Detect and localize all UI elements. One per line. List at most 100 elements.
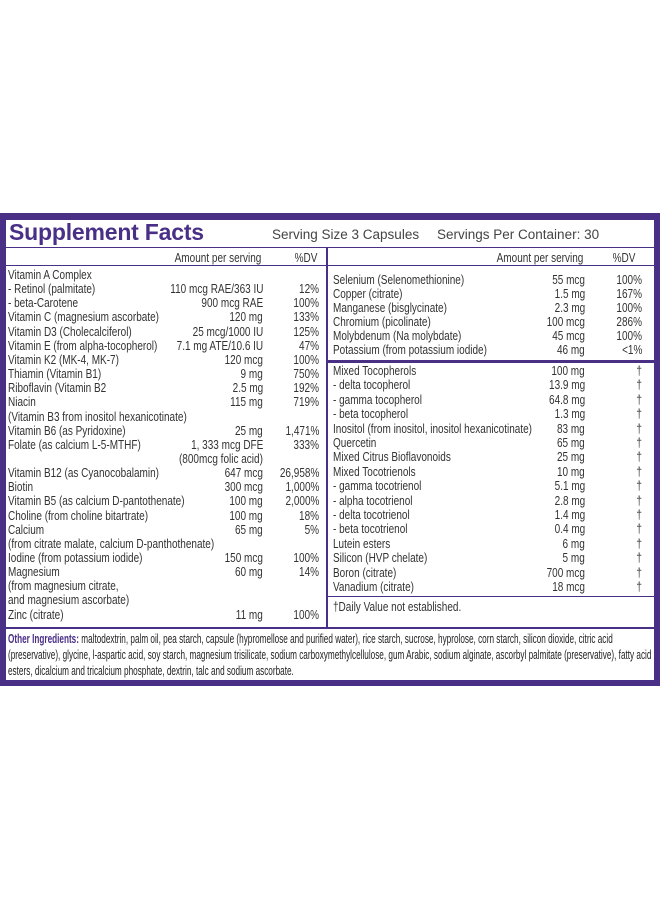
nutrient-dv: 100%	[616, 273, 642, 287]
nutrient-name: Biotin	[8, 480, 34, 495]
nutrient-amount: 65 mg	[235, 522, 263, 537]
nutrient-amount: 6 mg	[562, 536, 585, 551]
nutrient-amount: 25 mg	[557, 450, 585, 465]
nutrient-name: Calcium	[8, 522, 45, 537]
nutrient-amount: 100 mcg	[546, 315, 585, 329]
nutrient-name: Vitamin C (magnesium ascorbate)	[8, 310, 159, 325]
nutrient-amount: 60 mg	[235, 565, 263, 580]
nutrient-dv: 133%	[293, 310, 319, 325]
nutrient-amount: 0.4 mg	[554, 522, 585, 537]
serving-size: Serving Size 3 Capsules	[272, 227, 420, 242]
nutrient-name: Mixed Citrus Bioflavonoids	[333, 450, 451, 465]
nutrient-amount: 5.1 mg	[554, 479, 585, 494]
nutrient-name: Vitamin B5 (as calcium D-pantothenate)	[8, 494, 185, 509]
nutrient-amount: 2.3 mg	[554, 301, 585, 315]
nutrient-amount: 1, 333 mcg DFE	[190, 437, 263, 452]
nutrient-dv: †	[636, 493, 642, 508]
nutrient-amount: 11 mg	[235, 607, 263, 622]
nutrient-name: Riboflavin (Vitamin B2	[8, 381, 107, 396]
nutrient-dv: †	[636, 479, 642, 494]
nutrient-name: Mixed Tocotrienols	[333, 464, 416, 479]
nutrient-name: - delta tocopherol	[333, 378, 411, 393]
nutrient-dv: 333%	[293, 437, 319, 452]
nutrient-name: Magnesium	[8, 565, 60, 580]
nutrient-name: Zinc (citrate)	[8, 607, 64, 622]
nutrient-amount: 25 mg	[235, 423, 263, 438]
nutrient-dv: †	[636, 407, 642, 422]
nutrient-name: Vitamin A Complex	[8, 268, 92, 282]
nutrient-dv: <1%	[621, 343, 642, 357]
nutrient-dv: 750%	[293, 367, 319, 382]
nutrient-name: Mixed Tocopherols	[333, 364, 417, 378]
nutrient-amount: 1.3 mg	[554, 407, 585, 422]
nutrient-dv: 1,000%	[285, 480, 319, 495]
nutrient-name: and magnesium ascorbate)	[8, 593, 130, 608]
nutrient-name: Manganese (bisglycinate)	[333, 301, 447, 315]
nutrient-name: Choline (from choline bitartrate)	[8, 508, 149, 523]
servings-per-container: Servings Per Container: 30	[437, 227, 600, 242]
nutrient-dv: †	[636, 364, 642, 378]
header-rule	[6, 247, 654, 248]
nutrient-amount: 1.5 mg	[554, 287, 585, 301]
nutrient-name: - delta tocotrienol	[333, 508, 410, 522]
footnote: †Daily Value not established.	[333, 600, 462, 614]
nutrient-name: Molybdenum (Na molybdate)	[333, 329, 462, 343]
nutrient-dv: 14%	[298, 565, 319, 580]
nutrient-amount: 700 mcg	[546, 565, 585, 580]
column-header: Amount per serving	[496, 251, 584, 265]
nutrient-name: Silicon (HVP chelate)	[333, 551, 428, 566]
nutrient-amount: 300 mcg	[224, 480, 263, 495]
nutrient-amount: 150 mcg	[224, 551, 263, 565]
nutrient-amount: 100 mg	[551, 364, 585, 378]
nutrient-dv: 100%	[293, 352, 319, 367]
nutrient-name: - Retinol (palmitate)	[8, 282, 96, 297]
nutrient-amount: 45 mcg	[552, 329, 585, 343]
nutrient-dv: 2,000%	[285, 494, 319, 509]
other-ingredients-text: maltodextrin, palm oil, pea starch, caps…	[8, 632, 652, 678]
nutrient-name: Quercetin	[333, 436, 377, 450]
nutrient-dv: 1,471%	[285, 423, 319, 438]
nutrient-name: - alpha tocotrienol	[333, 493, 413, 508]
nutrient-name: Niacin	[8, 395, 36, 410]
nutrient-amount: 10 mg	[557, 464, 585, 479]
right-section-rule	[328, 360, 654, 363]
nutrient-dv: 5%	[304, 522, 319, 537]
nutrient-amount: 100 mg	[229, 494, 263, 509]
nutrient-amount: 900 mcg RAE	[201, 296, 263, 311]
footnote-rule	[328, 596, 654, 597]
left-header-rule	[6, 265, 326, 266]
nutrient-amount: 83 mg	[557, 421, 585, 436]
nutrient-name: Chromium (picolinate)	[333, 315, 431, 329]
nutrient-amount: (800mcg folic acid)	[179, 451, 263, 466]
nutrient-name: Vitamin B6 (as Pyridoxine)	[8, 423, 126, 438]
nutrient-dv: 286%	[616, 315, 642, 329]
nutrient-name: Vanadium (citrate)	[333, 580, 414, 594]
ingredients-rule	[6, 627, 654, 629]
nutrient-dv: †	[636, 436, 642, 450]
nutrient-name: Inositol (from inositol, inositol hexani…	[333, 421, 532, 436]
nutrient-dv: †	[636, 551, 642, 566]
nutrient-name: Lutein esters	[333, 536, 391, 551]
nutrient-dv: 100%	[293, 296, 319, 311]
nutrient-dv: 100%	[616, 329, 642, 343]
column-header: Amount per serving	[174, 251, 262, 265]
nutrient-dv: 100%	[293, 607, 319, 622]
nutrient-dv: 167%	[616, 287, 642, 301]
nutrient-name: - gamma tocotrienol	[333, 479, 422, 494]
nutrient-dv: †	[636, 508, 642, 522]
nutrient-amount: 110 mcg RAE/363 IU	[169, 282, 263, 297]
nutrient-amount: 55 mcg	[552, 273, 585, 287]
nutrient-amount: 18 mcg	[552, 580, 585, 594]
nutrient-amount: 120 mcg	[224, 352, 263, 367]
nutrient-amount: 647 mcg	[224, 466, 263, 481]
nutrient-dv: †	[636, 536, 642, 551]
nutrient-dv: †	[636, 522, 642, 537]
nutrient-amount: 64.8 mg	[548, 392, 585, 407]
nutrient-dv: 125%	[293, 324, 319, 339]
nutrient-dv: 192%	[293, 381, 319, 396]
nutrient-amount: 13.9 mg	[548, 378, 585, 393]
right-header-rule	[328, 265, 654, 266]
nutrient-dv: 100%	[616, 301, 642, 315]
nutrient-name: Iodine (from potassium iodide)	[8, 551, 143, 565]
nutrient-dv: 26,958%	[279, 466, 319, 481]
